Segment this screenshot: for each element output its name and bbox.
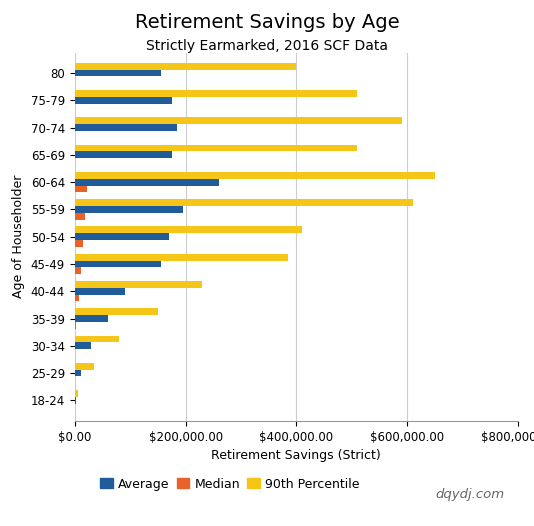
Bar (75, 322, 76, 329)
Text: Retirement Savings by Age: Retirement Savings by Age (135, 13, 399, 32)
Legend: Average, Median, 90th Percentile: Average, Median, 90th Percentile (96, 472, 364, 495)
Bar (75, 213, 85, 220)
Bar (75, 206, 183, 213)
Bar (75, 172, 435, 179)
Bar (75, 254, 288, 260)
Bar (75, 260, 161, 267)
Bar (75, 397, 76, 404)
Bar (75, 240, 83, 247)
Bar (75, 336, 119, 342)
Bar (75, 315, 108, 322)
Bar (75, 281, 202, 288)
Bar (75, 90, 357, 97)
Bar (75, 179, 219, 186)
Bar (75, 186, 87, 193)
Bar (75, 342, 91, 349)
Bar (75, 151, 172, 158)
Bar (75, 199, 413, 206)
Text: dqydj.com: dqydj.com (435, 488, 505, 501)
Bar (75, 117, 402, 124)
Bar (75, 390, 77, 397)
Bar (75, 145, 357, 151)
Text: Strictly Earmarked, 2016 SCF Data: Strictly Earmarked, 2016 SCF Data (146, 39, 388, 54)
Bar (75, 308, 158, 315)
Bar (75, 295, 79, 301)
Bar (75, 227, 302, 234)
Bar (75, 288, 124, 295)
X-axis label: Retirement Savings (Strict): Retirement Savings (Strict) (211, 449, 381, 462)
Bar (75, 267, 81, 274)
Bar (75, 63, 296, 69)
Bar (75, 363, 94, 370)
Bar (75, 234, 169, 240)
Bar (75, 97, 172, 104)
Bar (75, 69, 161, 76)
Bar (75, 370, 81, 377)
Y-axis label: Age of Householder: Age of Householder (12, 175, 25, 298)
Bar (75, 124, 177, 131)
